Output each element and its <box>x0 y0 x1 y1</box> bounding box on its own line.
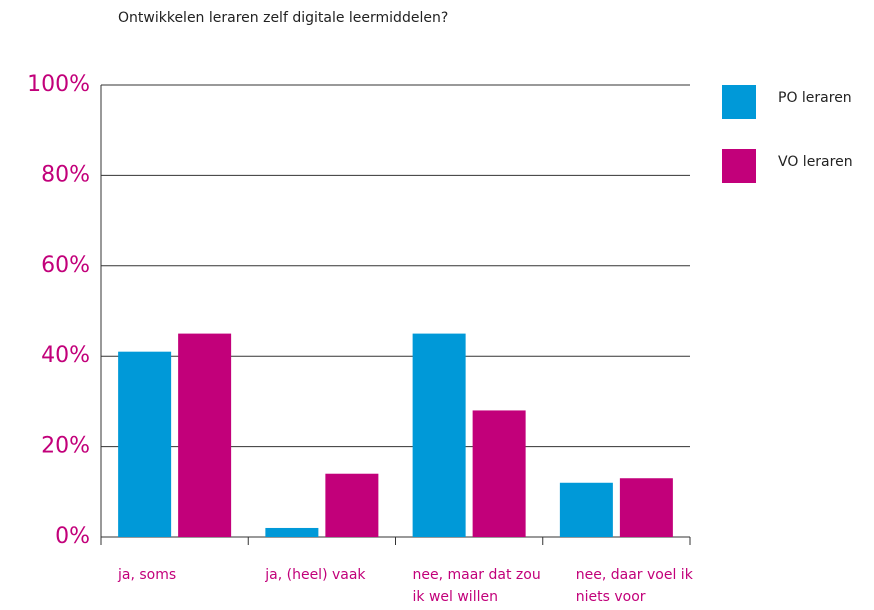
y-tick-label: 60% <box>41 253 90 278</box>
legend-label: PO leraren <box>778 90 852 106</box>
chart-title: Ontwikkelen leraren zelf digitale leermi… <box>118 10 448 26</box>
bar <box>559 482 613 537</box>
y-tick-label: 100% <box>27 72 90 97</box>
bar <box>412 333 466 537</box>
bar <box>178 333 232 537</box>
x-tick-label: nee, maar dat zou ik wel willen <box>412 567 541 605</box>
legend-label: VO leraren <box>778 154 853 170</box>
y-tick-label: 40% <box>41 343 90 368</box>
bar <box>472 410 526 537</box>
bar <box>265 527 319 537</box>
x-tick-label: ja, (heel) vaak <box>265 567 366 583</box>
y-tick-label: 80% <box>41 162 90 187</box>
bar <box>325 473 379 537</box>
x-tick-label: ja, soms <box>118 567 177 583</box>
y-tick-label: 0% <box>55 524 90 549</box>
bar <box>118 351 172 537</box>
bar <box>619 478 673 537</box>
y-tick-label: 20% <box>41 434 90 459</box>
x-tick-label: nee, daar voel ik niets voor <box>575 567 693 605</box>
legend-swatch <box>722 85 756 119</box>
legend-swatch <box>722 149 756 183</box>
